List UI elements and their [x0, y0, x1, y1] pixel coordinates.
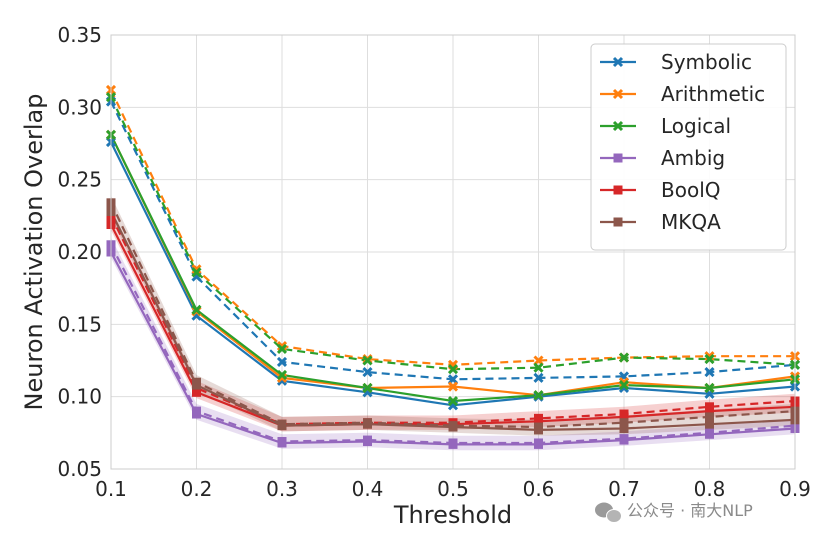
- legend-marker: [612, 56, 624, 68]
- mkqa-point: [705, 412, 714, 422]
- legend-marker: [612, 120, 624, 132]
- logical-point: [447, 364, 459, 375]
- arithmetic-point: [191, 264, 202, 275]
- mkqa-point: [192, 377, 201, 387]
- x-tick-label: 0.2: [181, 477, 213, 501]
- arithmetic-point: [276, 340, 288, 352]
- symbolic-point: [362, 367, 373, 378]
- y-axis-label: Neuron Activation Overlap: [20, 94, 48, 411]
- legend-marker: [613, 185, 623, 195]
- logical-point: [704, 353, 715, 365]
- x-tick-label: 0.3: [266, 477, 298, 501]
- symbolic-point: [704, 367, 715, 378]
- logical-point: [362, 355, 373, 366]
- boolq-band: [111, 208, 795, 432]
- boolq-point: [619, 409, 629, 419]
- x-tick-label: 0.6: [523, 477, 555, 501]
- legend-item-mkqa: MKQA: [600, 210, 721, 234]
- mkqa-dashed-line: [110, 202, 796, 429]
- legend-item-ambig: Ambig: [600, 146, 725, 170]
- ambig-point: [448, 438, 458, 448]
- watermark-text: 公众号 · 南大NLP: [627, 501, 753, 520]
- logical-point: [533, 390, 544, 401]
- plot-frame: [110, 34, 796, 470]
- mkqa-point: [619, 418, 629, 428]
- ambig-band: [111, 237, 795, 451]
- logical-point: [362, 382, 373, 394]
- logical-point: [191, 267, 202, 278]
- x-tick-label: 0.5: [437, 477, 469, 501]
- x-tick-label: 0.8: [694, 477, 726, 501]
- legend-item-symbolic: Symbolic: [600, 50, 752, 74]
- y-tick-label: 0.10: [57, 385, 102, 409]
- arithmetic-point: [447, 381, 459, 392]
- logical-point: [191, 304, 202, 315]
- legend-marker: [613, 217, 623, 227]
- mkqa-band: [111, 195, 795, 436]
- mkqa-point: [705, 419, 714, 429]
- legend-label: Symbolic: [661, 50, 752, 74]
- y-tick-labels: 0.05 0.10 0.15 0.20 0.25 0.30 0.35: [57, 23, 102, 481]
- y-tick-label: 0.25: [57, 168, 102, 192]
- mkqa-point: [534, 422, 543, 432]
- logical-point: [618, 352, 630, 363]
- boolq-point: [705, 402, 714, 412]
- x-tick-label: 0.1: [95, 477, 127, 501]
- legend-label: BoolQ: [661, 178, 721, 202]
- logical-point: [276, 369, 288, 381]
- arithmetic-point: [276, 372, 288, 383]
- mkqa-point: [277, 419, 287, 429]
- legend-frame: [590, 43, 787, 251]
- mkqa-point: [619, 423, 629, 433]
- logical-point: [704, 382, 715, 394]
- legend: Symbolic Arithmetic Logical Ambig BoolQ MKQA: [590, 43, 787, 251]
- watermark: 公众号 · 南大NLP: [595, 501, 753, 523]
- x-axis-label: Threshold: [393, 501, 512, 529]
- wechat-icon: [595, 502, 622, 523]
- mkqa-point: [363, 418, 372, 428]
- y-tick-label: 0.20: [57, 240, 102, 264]
- y-tick-label: 0.30: [57, 95, 102, 119]
- ambig-point: [277, 437, 287, 447]
- symbolic-point: [533, 372, 544, 383]
- x-tick-label: 0.7: [608, 477, 640, 501]
- legend-marker: [612, 88, 624, 100]
- x-tick-labels: 0.1 0.2 0.3 0.4 0.5 0.6 0.7 0.8 0.9: [95, 477, 811, 501]
- ambig-point: [705, 428, 714, 438]
- x-tick-label: 0.4: [352, 477, 384, 501]
- logical-point: [276, 343, 288, 354]
- legend-label: Ambig: [661, 146, 725, 170]
- legend-item-arithmetic: Arithmetic: [600, 82, 765, 106]
- logical-point: [533, 362, 544, 373]
- y-tick-label: 0.05: [57, 457, 102, 481]
- x-tick-label: 0.9: [779, 477, 811, 501]
- y-tick-label: 0.35: [57, 23, 102, 47]
- y-tick-label: 0.15: [57, 312, 102, 336]
- legend-label: Logical: [661, 114, 731, 138]
- ambig-point: [534, 438, 543, 448]
- legend-marker: [613, 153, 623, 163]
- ambig-point: [192, 406, 201, 416]
- logical-point: [618, 380, 630, 391]
- logical-point: [447, 395, 459, 407]
- arithmetic-point: [618, 377, 630, 388]
- ambig-point: [363, 435, 372, 445]
- ambig-point: [619, 434, 629, 444]
- boolq-point: [534, 413, 543, 423]
- confidence-bands: [111, 195, 795, 451]
- legend-item-logical: Logical: [600, 114, 731, 138]
- mkqa-point: [448, 421, 458, 431]
- legend-item-boolq: BoolQ: [600, 178, 721, 202]
- symbolic-point: [276, 356, 288, 368]
- arithmetic-point: [704, 351, 715, 362]
- legend-label: MKQA: [661, 210, 721, 234]
- legend-label: Arithmetic: [661, 82, 765, 106]
